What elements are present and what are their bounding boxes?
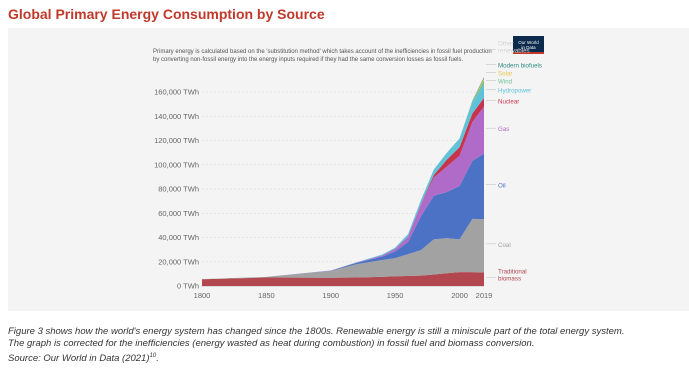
caption-line-2: The graph is corrected for the inefficie… (8, 338, 535, 349)
caption-line-3: Source: Our World in Data (2021)10. (8, 353, 159, 365)
x-tick-labels: 1800 1850 1900 1950 2000 2019 (194, 291, 493, 300)
logo-line-2: in Data (521, 44, 536, 50)
legend-label: Wind (498, 79, 513, 86)
y-tick-label: 20,000 TWh (158, 257, 199, 266)
y-tick-label: 140,000 TWh (154, 112, 199, 121)
legend-label: Other (498, 41, 513, 48)
owid-logo[interactable]: Our World in Data (513, 36, 544, 53)
legend-label: Hydropower (498, 87, 531, 94)
energy-area-chart: 0 TWh 20,000 TWh 40,000 TWh 60,000 TWh 80,00… (154, 41, 542, 300)
x-tick-label: 1950 (387, 291, 404, 300)
legend-item-oil: Oil (486, 183, 506, 190)
legend-item-nuclear: Nuclear (486, 98, 519, 105)
legend-item-modern-biofuels: Modern biofuels (486, 63, 542, 70)
x-tick-label: 1850 (258, 291, 275, 300)
legend-label: Modern biofuels (498, 63, 542, 70)
citation-superscript: 10 (149, 353, 157, 359)
area-gas (202, 106, 484, 280)
legend-item-gas: Gas (486, 126, 509, 133)
logo-accent-bar (513, 52, 544, 54)
legend-label: Coal (498, 242, 511, 249)
y-tick-label: 40,000 TWh (158, 233, 199, 242)
y-tick-labels: 0 TWh 20,000 TWh 40,000 TWh 60,000 TWh 80,00… (154, 88, 199, 291)
page-title: Global Primary Energy Consumption by Sou… (8, 6, 325, 22)
x-tick-label: 2019 (476, 291, 493, 300)
y-tick-label: 0 TWh (177, 282, 199, 291)
legend-label: biomass (498, 275, 521, 282)
y-tick-label: 100,000 TWh (154, 160, 199, 169)
y-tick-label: 120,000 TWh (154, 136, 199, 145)
legend-label: Gas (498, 126, 509, 133)
legend-item-hydropower: Hydropower (486, 87, 531, 94)
legend-label: renewables (498, 48, 530, 55)
y-tick-label: 160,000 TWh (154, 88, 199, 97)
area-layer (202, 76, 484, 286)
legend-label: Nuclear (498, 98, 519, 105)
legend-label: Traditional (498, 268, 527, 275)
figure-caption: Figure 3 shows how the world's energy sy… (8, 326, 686, 365)
logo-line-1: Our World (518, 39, 539, 45)
legend-item-solar: Solar (486, 71, 512, 78)
chart-panel (8, 28, 689, 311)
chart-note: Primary energy is calculated based on th… (153, 49, 492, 63)
legend-label: Oil (498, 183, 506, 190)
legend-item-wind: Wind (486, 79, 513, 86)
y-tick-label: 60,000 TWh (158, 209, 199, 218)
area-coal (202, 218, 484, 280)
x-tick-label: 1900 (322, 291, 339, 300)
x-tick-label: 1800 (194, 291, 211, 300)
y-tick-label: 80,000 TWh (158, 185, 199, 194)
x-tick-label: 2000 (451, 291, 468, 300)
legend-label: Solar (498, 71, 512, 78)
legend-item-coal: Coal (486, 242, 511, 249)
area-oil (202, 153, 484, 280)
caption-line-1: Figure 3 shows how the world's energy sy… (8, 326, 625, 337)
area-traditional-biomass (202, 272, 484, 286)
